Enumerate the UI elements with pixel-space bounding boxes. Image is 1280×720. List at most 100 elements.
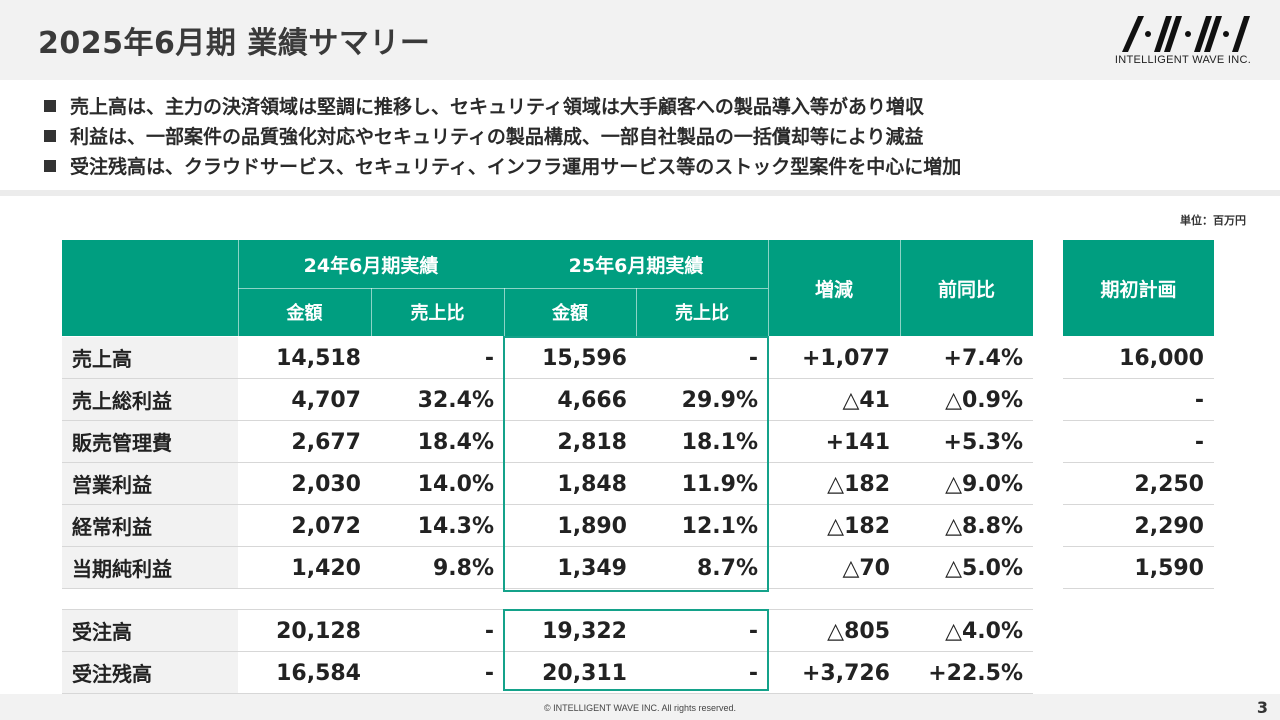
header-change: 増減 [768,240,900,336]
table-cell: - [484,660,494,686]
table-cell: 12.1% [681,513,758,539]
table-cell: - [484,618,494,644]
bullet-item: 売上高は、主力の決済領域は堅調に推移し、セキュリティ領域は大手顧客への製品導入等… [44,92,924,119]
header-fy25-amount: 金額 [504,288,636,336]
header-divider [371,288,372,336]
table-cell: 32.4% [417,387,494,413]
table-cell: +141 [825,429,890,455]
table-cell: +3,726 [801,660,890,686]
bullet-item: 受注残高は、クラウドサービス、セキュリティ、インフラ運用サービス等のストック型案… [44,152,961,179]
row-divider [62,420,1033,421]
row-divider [1063,378,1214,379]
bullet-square-icon [44,99,56,112]
table-cell: 20,311 [542,660,627,686]
table-cell: 9.8% [432,555,494,581]
plan-cell: - [1194,387,1204,413]
logo-mark-icon [1122,16,1250,52]
row-label: 当期純利益 [62,547,238,588]
table-cell: 19,322 [542,618,627,644]
table-cell: △41 [842,387,890,413]
header-divider [900,240,901,336]
table-cell: 2,072 [291,513,361,539]
header-divider [768,240,769,336]
table-cell: - [748,660,758,686]
header-divider [238,288,768,289]
table-cell: 29.9% [681,387,758,413]
table-cell: 1,349 [557,555,627,581]
row-divider [62,462,1033,463]
header-fy24-amount: 金額 [238,288,371,336]
table-cell: 15,596 [542,345,627,371]
table-cell: △70 [842,555,890,581]
company-logo: INTELLIGENT WAVE INC. [1108,10,1258,72]
table-cell: △182 [827,471,890,497]
table-cell: △5.0% [945,555,1023,581]
table-cell: 14.3% [417,513,494,539]
unit-label: 単位：百万円 [1180,214,1246,227]
table-cell: 18.4% [417,429,494,455]
header-plan: 期初計画 [1063,240,1214,336]
row-divider [1063,588,1214,589]
row-divider [62,546,1033,547]
table-cell: 1,420 [291,555,361,581]
table-cell: - [748,618,758,644]
table-cell: +22.5% [928,660,1023,686]
slide-title: 2025年6月期 業績サマリー [38,26,431,61]
row-label: 販売管理費 [62,421,238,462]
table-cell: △9.0% [945,471,1023,497]
header-fy25: 25年6月期実績 [504,240,768,288]
row-divider [1063,504,1214,505]
header-fy25-ratio: 売上比 [636,288,768,336]
header-yoy: 前同比 [900,240,1033,336]
table-cell: - [484,345,494,371]
copyright-footer: © INTELLIGENT WAVE INC. All rights reser… [543,703,736,713]
table-cell: 16,584 [276,660,361,686]
logo-text: INTELLIGENT WAVE INC. [1114,54,1252,66]
plan-cell: 2,250 [1134,471,1204,497]
row-label: 受注高 [62,610,238,651]
bullet-square-icon [44,129,56,142]
table-cell: 11.9% [681,471,758,497]
plan-cell: 1,590 [1134,555,1204,581]
plan-cell: 16,000 [1119,345,1204,371]
bullet-text: 売上高は、主力の決済領域は堅調に推移し、セキュリティ領域は大手顧客への製品導入等… [70,96,924,118]
table-cell: △0.9% [945,387,1023,413]
row-label: 売上高 [62,337,238,378]
table-cell: 8.7% [696,555,758,581]
row-divider [1063,546,1214,547]
table-cell: +7.4% [943,345,1023,371]
bullet-text: 受注残高は、クラウドサービス、セキュリティ、インフラ運用サービス等のストック型案… [70,156,962,178]
footer-bar [0,694,1280,720]
table-cell: 14.0% [417,471,494,497]
row-label: 営業利益 [62,463,238,504]
row-label: 受注残高 [62,652,238,693]
row-divider [62,651,1033,652]
slide-header: 2025年6月期 業績サマリー INTELLIGENT WAVE INC. [0,0,1280,80]
table-cell: 4,707 [291,387,361,413]
row-divider [62,378,1033,379]
table-cell: 2,818 [557,429,627,455]
row-label: 経常利益 [62,505,238,546]
table-cell: △182 [827,513,890,539]
table-cell: △805 [827,618,890,644]
plan-cell: 2,290 [1134,513,1204,539]
header-fy24-ratio: 売上比 [371,288,504,336]
row-divider [1063,420,1214,421]
summary-bullets: 売上高は、主力の決済領域は堅調に推移し、セキュリティ領域は大手顧客への製品導入等… [0,82,1280,196]
table-cell: 1,890 [557,513,627,539]
table-cell: △4.0% [945,618,1023,644]
row-divider [62,588,1033,589]
table-cell: 2,030 [291,471,361,497]
table-cell: +1,077 [801,345,890,371]
table-cell: 14,518 [276,345,361,371]
plan-cell: - [1194,429,1204,455]
table-cell: 2,677 [291,429,361,455]
header-fy24: 24年6月期実績 [238,240,504,288]
bullet-square-icon [44,159,56,172]
bullet-text: 利益は、一部案件の品質強化対応やセキュリティの製品構成、一部自社製品の一括償却等… [70,126,924,148]
header-corner [62,240,238,336]
row-divider [62,693,1033,694]
table-cell: △8.8% [945,513,1023,539]
table-cell: 4,666 [557,387,627,413]
row-divider [1063,462,1214,463]
